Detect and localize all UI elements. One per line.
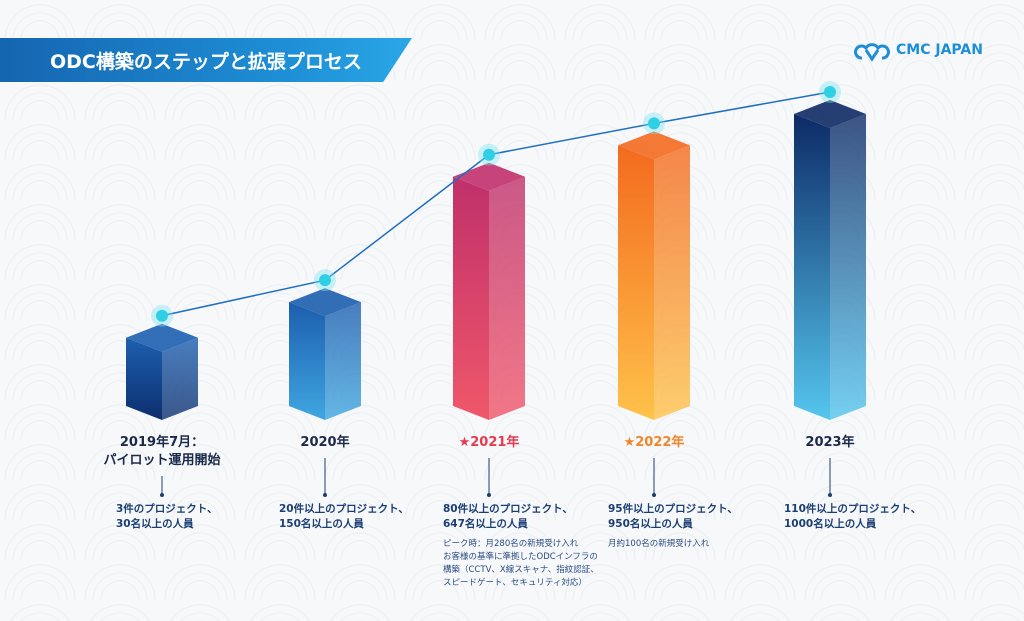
bar-top-face: [453, 162, 525, 191]
node-dot: [156, 309, 168, 322]
bar-top-face: [618, 131, 690, 160]
year-label: ★2022年: [624, 434, 685, 452]
node-dot: [824, 86, 836, 98]
connector-dot: [487, 493, 491, 497]
note-line: ピーク時：月280名の新規受け入れ: [443, 539, 579, 549]
label-text: 2022年: [635, 435, 685, 450]
label-text: 2020年: [300, 435, 350, 450]
logo: CMC JAPAN: [854, 38, 983, 62]
connector-dot: [160, 493, 164, 497]
label-text: 1000名以上の人員: [784, 518, 877, 530]
step-description: 3件のプロジェクト、 30名以上の人員: [116, 502, 218, 532]
bar-top-face: [289, 288, 361, 317]
note-line: お客様の基準に準拠したODCインフラの: [443, 552, 598, 562]
label-text: 950名以上の人員: [608, 518, 693, 530]
star-icon: ★: [458, 435, 471, 450]
cloud-logo-icon: [854, 43, 890, 62]
star-icon: ★: [623, 435, 636, 450]
logo-text: CMC JAPAN: [896, 42, 983, 58]
year-label: ★2021年: [459, 434, 520, 452]
label-text: 2019年7月：: [119, 435, 205, 450]
node-dot: [648, 117, 660, 130]
bar-top-face: [126, 323, 198, 352]
year-label: 2020年: [300, 434, 349, 452]
label-text: パイロット運用開始: [103, 453, 221, 468]
label-text: 647名以上の人員: [443, 518, 528, 530]
label-text: 150名以上の人員: [279, 518, 364, 530]
step-description: 110件以上のプロジェクト、 1000名以上の人員: [784, 502, 921, 532]
bar-right-face: [162, 337, 198, 420]
year-label: 2023年: [805, 434, 854, 452]
label-text: 110件以上のプロジェクト、: [784, 503, 922, 515]
label-text: 30名以上の人員: [116, 518, 194, 530]
bar-right-face: [325, 302, 361, 420]
step-description: 95件以上のプロジェクト、 950名以上の人員月約100名の新規受け入れ: [608, 502, 738, 551]
note-line: 月約100名の新規受け入れ: [608, 539, 710, 549]
bar-top-face: [794, 100, 866, 128]
label-text: 2021年: [470, 435, 520, 450]
year-label: 2019年7月： パイロット運用開始: [103, 434, 220, 470]
node-dot: [319, 274, 331, 287]
step-description: 80件以上のプロジェクト、 647名以上の人員ピーク時：月280名の新規受け入れお…: [443, 502, 599, 590]
note-line: 構築（CCTV、X線スキャナ、指紋認証、: [443, 565, 599, 575]
bar-left-face: [126, 337, 162, 420]
label-text: 月約100名の新規受け入れ: [608, 538, 738, 551]
label-text: 80件以上のプロジェクト、: [443, 503, 573, 515]
page-title: ODC構築のステップと拡張プロセス: [50, 50, 362, 73]
bar-left-face: [618, 145, 654, 420]
title-banner: ODC構築のステップと拡張プロセス: [0, 38, 412, 82]
bar-left-face: [453, 176, 489, 420]
label-text: 20件以上のプロジェクト、: [279, 503, 409, 515]
connector-dot: [828, 493, 832, 497]
note-line: スピードゲート、セキュリティ対応）: [443, 578, 587, 588]
node-dot: [483, 148, 495, 161]
connector-dot: [652, 493, 656, 497]
bar-left-face: [794, 114, 830, 420]
bar-right-face: [489, 176, 525, 420]
step-description: 20件以上のプロジェクト、 150名以上の人員: [279, 502, 409, 532]
bar-right-face: [654, 145, 690, 420]
label-text: ピーク時：月280名の新規受け入れお客様の基準に準拠したODCインフラの 構築（C…: [443, 538, 599, 590]
bar-right-face: [830, 114, 866, 420]
label-text: 95件以上のプロジェクト、: [608, 503, 738, 515]
connector-dot: [323, 493, 327, 497]
bar-left-face: [289, 302, 325, 420]
label-text: 3件のプロジェクト、: [116, 503, 218, 515]
label-text: 2023年: [805, 435, 855, 450]
